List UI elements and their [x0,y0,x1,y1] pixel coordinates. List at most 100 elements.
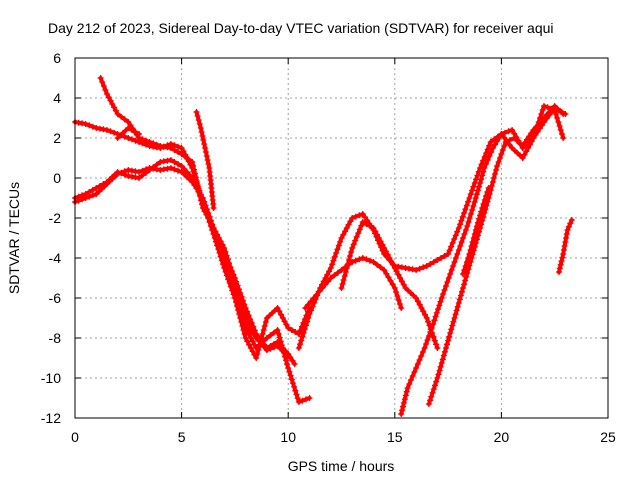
data-point [523,148,530,155]
x-tick-label: 0 [71,429,79,445]
data-point [245,317,252,324]
data-point [136,131,142,137]
series-sat-f [193,109,217,211]
data-point [413,267,420,273]
data-point [274,305,281,311]
data-point [246,341,253,348]
data-point [326,268,333,275]
data-point [428,325,435,331]
data-point [249,338,256,345]
data-point [404,385,411,391]
data-point [285,325,292,331]
data-point [271,344,277,351]
data-point [309,303,316,310]
data-point [111,104,118,111]
data-point [557,108,564,115]
data-point [441,253,448,259]
data-point [481,153,488,160]
data-point [393,289,400,295]
data-point [462,227,469,233]
data-point [452,311,459,318]
data-point [294,395,301,402]
data-point [242,311,249,317]
grid-layer [75,58,608,418]
data-point [427,397,434,404]
data-point [248,324,255,331]
data-point [438,295,445,301]
data-point [449,239,456,246]
data-point [125,125,132,131]
x-axis-label: GPS time / hours [288,458,395,474]
data-point [356,212,363,219]
data-point [454,303,461,310]
data-point [406,381,413,387]
data-point [253,335,260,341]
data-point [352,257,359,264]
y-tick-label: 2 [53,130,61,146]
data-point [493,167,500,173]
x-tick-label: 5 [178,429,186,445]
plot-frame [74,57,609,419]
data-point [215,235,222,241]
data-point [121,171,128,178]
data-point [356,226,363,233]
data-point [222,263,229,269]
data-point [319,285,326,291]
data-point [221,259,228,265]
data-point [234,287,241,293]
data-point [465,255,472,261]
data-point [175,143,181,150]
data-point [310,295,317,301]
data-point [489,179,496,185]
data-point [288,327,295,333]
data-point [437,298,444,305]
data-point [82,121,89,127]
data-point [556,269,562,275]
data-point [561,243,568,249]
data-point [418,305,425,311]
data-point [443,345,449,351]
data-point [413,365,420,371]
data-point [431,317,438,324]
data-point [128,127,135,133]
data-point [347,253,353,259]
data-point [189,159,196,165]
data-point [383,270,390,277]
data-point [423,315,430,321]
data-point [143,169,150,176]
data-point [559,131,565,137]
data-point [219,255,226,261]
data-point [469,207,476,213]
data-point [429,389,436,396]
data-point [283,321,290,328]
data-point [476,183,482,190]
data-point [197,193,204,200]
y-tick-label: -8 [49,330,62,346]
data-point [263,335,270,341]
data-point [476,216,482,222]
data-point [305,301,312,308]
y-tick-label: -10 [41,370,61,386]
data-point [226,260,232,267]
data-point [167,157,174,163]
data-point [511,135,518,141]
series-sat-g [231,295,313,361]
data-point [292,387,299,394]
data-point [250,328,257,335]
data-point [223,267,230,273]
data-point [538,111,545,117]
data-point [196,121,203,127]
data-point [229,271,236,278]
data-point [218,251,225,257]
data-point [201,208,208,215]
data-point [411,369,418,375]
data-point [75,193,82,200]
data-point [234,303,240,309]
data-point [340,231,347,238]
data-point [430,386,437,393]
data-point [420,308,427,315]
data-point [306,395,313,401]
data-point [447,271,454,277]
data-point [484,189,491,195]
data-point [366,223,373,229]
